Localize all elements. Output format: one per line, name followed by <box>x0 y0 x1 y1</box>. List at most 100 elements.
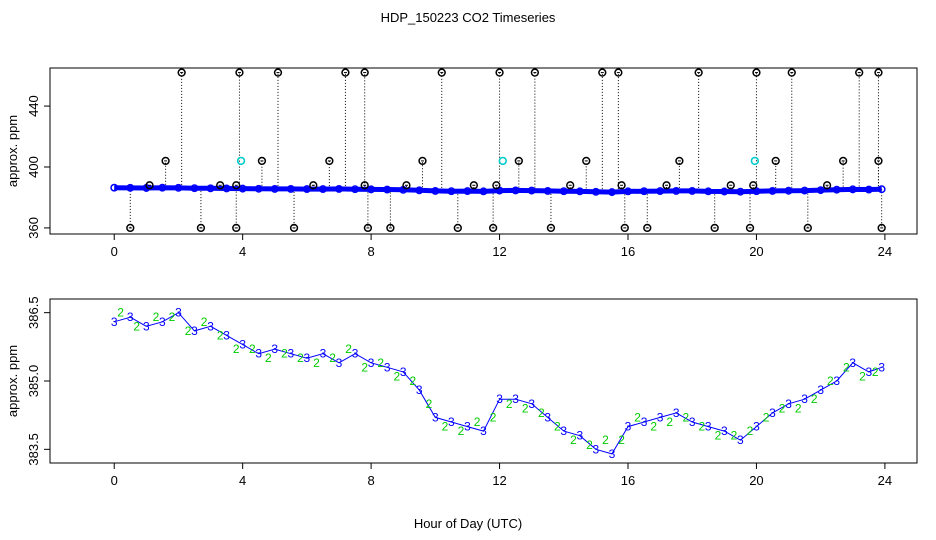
baseline-point <box>351 185 360 194</box>
sensor-3-point: 3 <box>464 420 471 434</box>
x-tick-label: 12 <box>492 244 506 259</box>
sensor-3-point: 3 <box>753 420 760 434</box>
sensor-3-point: 3 <box>721 424 728 438</box>
baseline-band <box>114 185 882 195</box>
outlier-point <box>822 181 832 190</box>
sensor-2-point: 2 <box>281 347 288 361</box>
y-tick-label: 383.5 <box>26 433 41 466</box>
sensor-3-point: 3 <box>175 306 182 320</box>
sensor-2-point: 2 <box>249 342 256 356</box>
raw-y-ticks: 360 400 440 <box>26 95 50 239</box>
y-tick-label: 385.0 <box>26 365 41 398</box>
sensor-2-point: 2 <box>554 420 561 434</box>
outlier-point <box>289 223 299 233</box>
baseline-point <box>479 187 488 196</box>
outlier-point <box>232 181 241 190</box>
sensor-2-point: 2 <box>779 401 786 415</box>
raw-baseline-points <box>110 183 886 197</box>
sensor-2-point: 2 <box>185 324 192 338</box>
outlier-point <box>453 223 462 233</box>
sensor-2-point: 2 <box>872 365 879 379</box>
x-tick-label: 8 <box>367 244 374 259</box>
outlier-point <box>161 156 170 166</box>
outlier-point <box>145 181 154 190</box>
detail-y-ticks: 383.5 385.0 386.5 <box>26 296 50 466</box>
outlier-point <box>363 223 373 233</box>
outlier-point <box>360 68 369 77</box>
baseline-point <box>415 186 424 195</box>
sensor-2-point: 2 <box>731 429 738 443</box>
x-tick-label: 24 <box>878 473 892 488</box>
outlier-point <box>874 156 883 166</box>
outlier-point <box>177 68 186 77</box>
baseline-point <box>720 187 729 196</box>
sensor-3-point: 3 <box>416 383 423 397</box>
y-tick-label: 360 <box>26 217 41 239</box>
sensor-3-point: 3 <box>609 447 616 461</box>
x-axis-label: Hour of Day (UTC) <box>414 516 522 531</box>
sensor-2-point: 2 <box>458 424 465 438</box>
outlier-point <box>341 68 350 77</box>
sensor-2-point: 2 <box>602 433 609 447</box>
outlier-point <box>196 223 206 233</box>
sensor-3-point: 3 <box>432 410 439 424</box>
outlier-point <box>566 181 575 190</box>
flagged-point <box>236 156 246 166</box>
sensor-3-point: 3 <box>769 406 776 420</box>
sensor-3-point: 3 <box>127 310 134 324</box>
baseline-point <box>238 184 247 193</box>
chart-title: HDP_150223 CO2 Timeseries <box>381 10 556 25</box>
sensor-2-point: 2 <box>329 351 336 365</box>
sensor-2-point: 2 <box>377 356 384 370</box>
baseline-point <box>270 184 279 193</box>
baseline-point <box>286 184 295 193</box>
sensor-3-line <box>114 312 882 455</box>
sensor-3-point: 3 <box>320 347 327 361</box>
baseline-point <box>158 183 167 192</box>
outlier-point <box>257 156 267 166</box>
x-tick-label: 0 <box>111 244 118 259</box>
flagged-point <box>498 156 507 166</box>
sensor-3-point: 3 <box>689 415 696 429</box>
x-tick-label: 16 <box>621 473 635 488</box>
x-tick-label: 0 <box>111 473 118 488</box>
outlier-point <box>360 181 369 190</box>
baseline-point <box>688 186 697 195</box>
sensor-3-point: 3 <box>849 356 856 370</box>
sensor-2-point: 2 <box>297 351 304 365</box>
baseline-point <box>511 186 520 195</box>
sensor-3-point: 3 <box>705 420 712 434</box>
detail-connecting-line <box>114 312 882 455</box>
sensor-3-point: 3 <box>496 392 503 406</box>
outlier-point <box>874 68 883 77</box>
raw-y-axis-label: approx. ppm <box>5 115 20 187</box>
outlier-point <box>309 181 318 190</box>
sensor-2-point: 2 <box>682 410 689 424</box>
sensor-3-point: 3 <box>223 328 230 342</box>
sensor-3-point: 3 <box>512 392 519 406</box>
outlier-point <box>614 68 623 77</box>
sensor-3-point: 3 <box>207 319 214 333</box>
baseline-point <box>110 183 119 192</box>
outlier-point <box>855 68 864 77</box>
sensor-2-point: 2 <box>442 420 449 434</box>
baseline-point <box>800 186 809 195</box>
baseline-point <box>704 187 713 196</box>
sensor-2-point: 2 <box>811 392 818 406</box>
outlier-point <box>495 68 504 77</box>
baseline-point <box>527 186 536 195</box>
baseline-point <box>559 187 568 196</box>
baseline-point <box>318 185 327 194</box>
y-tick-label: 386.5 <box>26 296 41 329</box>
y-tick-label: 440 <box>26 95 41 117</box>
raw-outlier-lines <box>129 72 883 228</box>
x-tick-label: 12 <box>492 473 506 488</box>
sensor-2-point: 2 <box>169 310 176 324</box>
sensor-3-point: 3 <box>111 315 118 329</box>
outlier-point <box>771 156 780 166</box>
baseline-point <box>190 184 199 193</box>
sensor-2-point: 2 <box>361 360 368 374</box>
